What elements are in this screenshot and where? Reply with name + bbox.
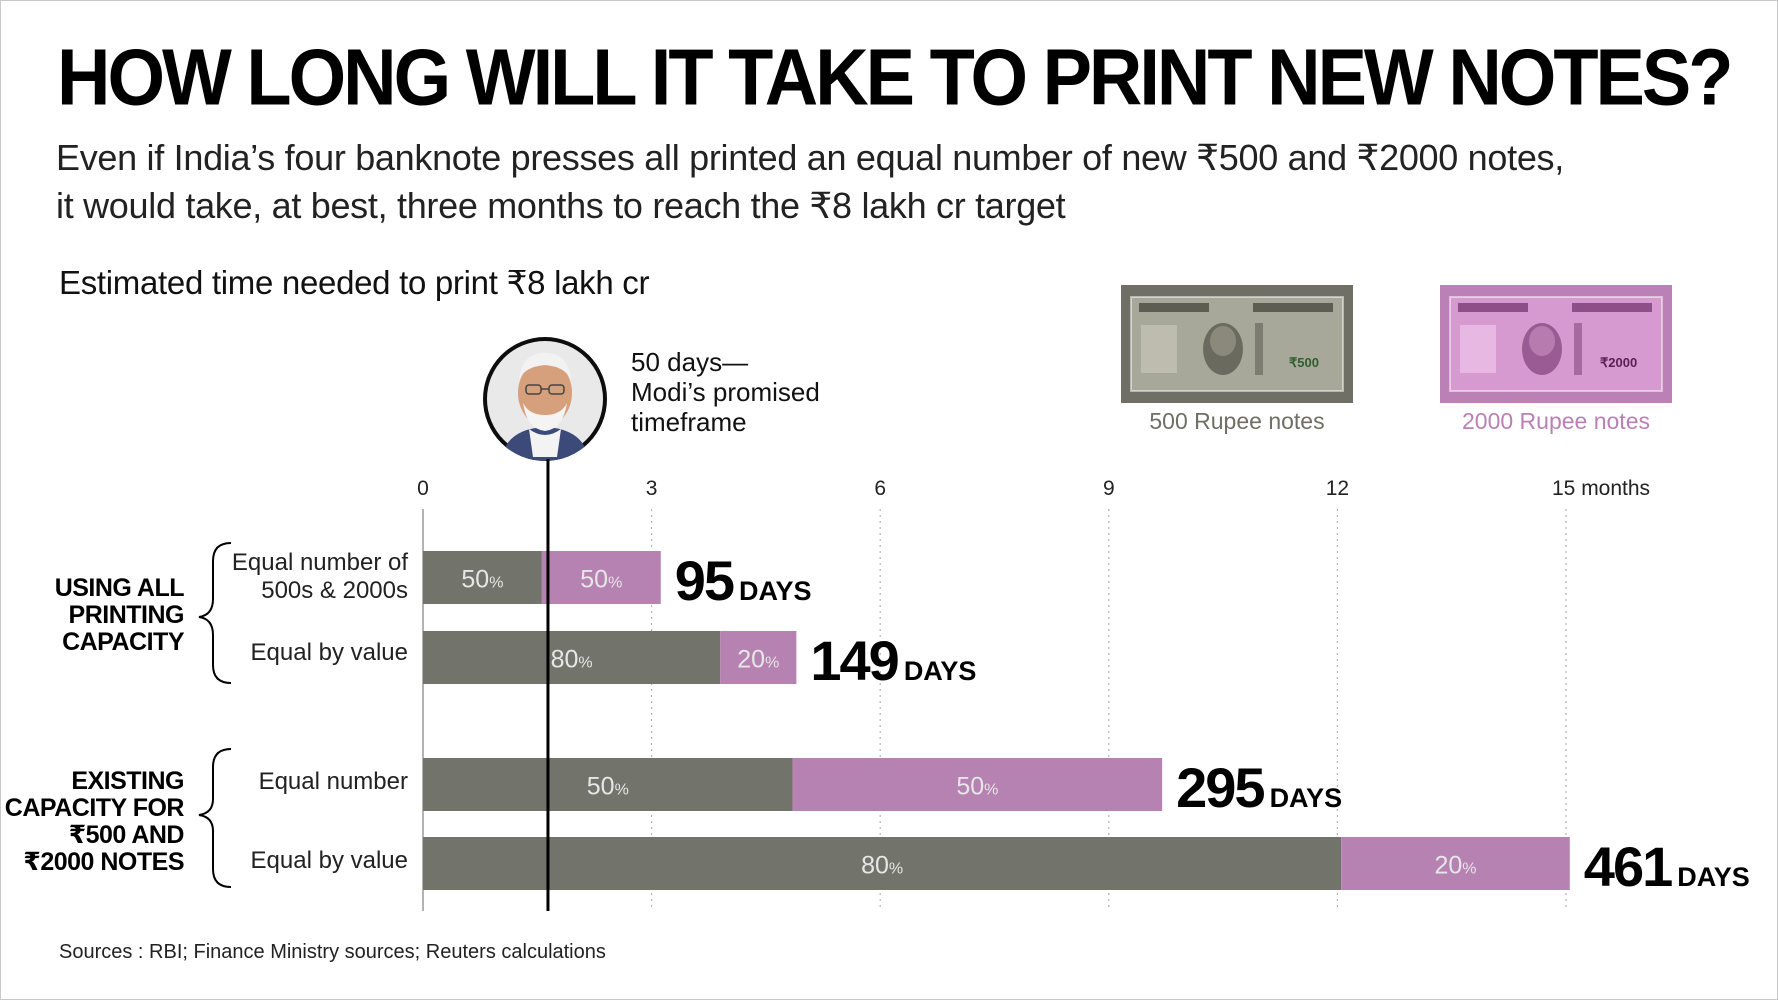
- group-brace-2: [198, 748, 232, 888]
- subtitle-line-2: it would take, at best, three months to …: [56, 185, 1066, 226]
- page-title: HOW LONG WILL IT TAKE TO PRINT NEW NOTES…: [57, 32, 1733, 122]
- group-label-existing-capacity: EXISTING CAPACITY FOR ₹500 AND ₹2000 NOT…: [4, 767, 185, 876]
- bar-label-1: Equal number of 500s & 2000s: [231, 549, 408, 604]
- bar-segment-note-500: [423, 837, 1342, 890]
- bar-segment-note-2000: [720, 631, 797, 684]
- segment-pct-label: 20%: [1434, 852, 1476, 880]
- x-tick-label: 6: [874, 477, 886, 500]
- bar-total-label: 295 DAYS: [1176, 756, 1342, 819]
- segment-pct-label: 50%: [580, 566, 622, 594]
- note-2000-caption: 2000 Rupee notes: [1462, 408, 1650, 434]
- bar-segment-note-2000: [792, 758, 1163, 811]
- bar-label-3: Equal number: [258, 768, 408, 795]
- x-tick-label: 12: [1326, 477, 1349, 500]
- bars: 50% 50% 95 DAYS 80% 20% 149 DAYS 50% 50% 295 DAYS 80…: [423, 549, 1750, 898]
- note-2000-illustration: ₹2000: [1440, 285, 1672, 403]
- x-tick-label: 0: [417, 477, 429, 500]
- segment-pct-label: 50%: [956, 773, 998, 801]
- x-axis-ticks: 0 3 6 9 12 15 months: [417, 477, 1650, 500]
- portrait-image: [483, 337, 607, 461]
- segment-pct-label: 80%: [861, 852, 903, 880]
- segment-pct-label: 50%: [461, 566, 503, 594]
- note-500-denomination: ₹500: [1289, 355, 1319, 370]
- group-label-all-capacity: USING ALL PRINTING CAPACITY: [54, 574, 185, 656]
- bar-segment-note-500: [423, 758, 793, 811]
- segment-pct-label: 20%: [737, 646, 779, 674]
- bar-segment-note-500: [423, 631, 721, 684]
- note-500-image: ₹500: [1121, 285, 1353, 403]
- note-2000-image: ₹2000: [1440, 285, 1672, 403]
- bar-segment-note-2000: [1341, 837, 1570, 890]
- segment-pct-label: 80%: [551, 646, 593, 674]
- segment-pct-label: 50%: [587, 773, 629, 801]
- note-2000-denomination: ₹2000: [1600, 355, 1637, 370]
- portrait-illustration: [487, 341, 603, 461]
- bar-total-label: 95 DAYS: [675, 549, 812, 612]
- note-500-caption: 500 Rupee notes: [1149, 408, 1325, 434]
- bar-label-2: Equal by value: [250, 639, 408, 666]
- source-note: Sources : RBI; Finance Ministry sources;…: [59, 941, 606, 963]
- marker-annotation: 50 days— Modi’s promised timeframe: [631, 347, 820, 437]
- x-tick-label: 3: [646, 477, 658, 500]
- chart-heading: Estimated time needed to print ₹8 lakh c…: [59, 264, 650, 301]
- note-500-illustration: ₹500: [1121, 285, 1353, 403]
- bar-label-4: Equal by value: [250, 847, 408, 874]
- bar-total-label: 149 DAYS: [810, 629, 976, 692]
- bar-segment-note-500: [423, 551, 542, 604]
- bar-segment-note-2000: [541, 551, 661, 604]
- group-brace-1: [198, 542, 232, 684]
- x-tick-label: 15 months: [1552, 477, 1650, 500]
- subtitle-line-1: Even if India’s four banknote presses al…: [56, 137, 1564, 178]
- bar-total-label: 461 DAYS: [1584, 835, 1750, 898]
- x-tick-label: 9: [1103, 477, 1115, 500]
